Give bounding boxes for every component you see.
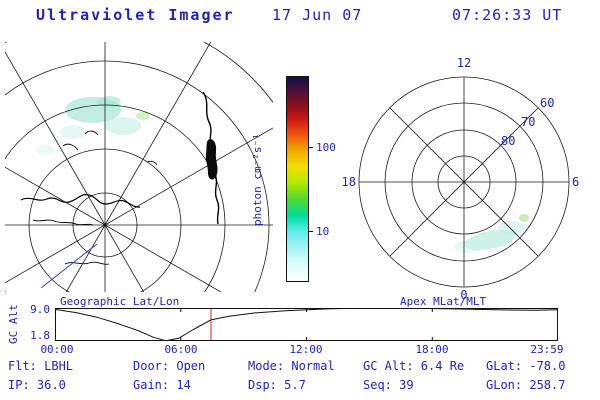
status-glat: GLat: -78.0 — [486, 359, 566, 373]
mlt-label-6: 6 — [572, 175, 579, 189]
mlat-ring-label-70: 70 — [521, 115, 535, 129]
xtick-0000: 00:00 — [40, 343, 74, 356]
mlat-ring-label-80: 80 — [501, 134, 515, 148]
status-gcalt: GC Alt: 6.4 Re — [363, 359, 465, 373]
status-door: Door: Open — [133, 359, 206, 373]
map-caption: Geographic Lat/Lon — [60, 295, 180, 308]
polar-aurora-patches — [454, 214, 529, 253]
xtick-2359: 23:59 — [530, 343, 564, 356]
gc-alt-curve — [55, 308, 558, 341]
aurora-patches — [36, 96, 150, 155]
colorbar-tickmark-100 — [308, 147, 313, 148]
colorbar-tickmark-10 — [308, 231, 313, 232]
mlat-ring-label-60: 60 — [540, 96, 554, 110]
status-gain: Gain: 14 — [133, 378, 191, 392]
chart-frame — [55, 308, 558, 341]
status-flt: Flt: LBHL — [8, 359, 74, 373]
colorbar-gradient — [286, 76, 309, 282]
gc-alt-ylabel: GC Alt — [7, 304, 20, 344]
page-title: Ultraviolet Imager — [36, 6, 235, 24]
gc-alt-ymax: 9.0 — [30, 303, 50, 316]
map-grid — [5, 42, 273, 292]
colorbar-tick-100: 100 — [316, 141, 336, 154]
status-glon: GLon: 258.7 — [486, 378, 566, 392]
gc-alt-ymin: 1.8 — [30, 329, 50, 342]
date-display: 17 Jun 07 — [272, 6, 363, 24]
geographic-map — [5, 42, 273, 292]
chart-axis-ticks — [180, 309, 433, 340]
xtick-0600: 06:00 — [164, 343, 198, 356]
colorbar-tick-10: 10 — [316, 225, 330, 238]
polar-caption: Apex MLat/MLT — [400, 295, 487, 308]
status-dsp: Dsp: 5.7 — [248, 378, 306, 392]
status-ip: IP: 36.0 — [8, 378, 66, 392]
time-display: 07:26:33 UT — [452, 6, 563, 24]
gc-alt-chart — [55, 308, 558, 341]
xtick-1800: 18:00 — [415, 343, 449, 356]
terminator-line — [40, 243, 98, 289]
status-seq: Seq: 39 — [363, 378, 414, 392]
apex-polar-plot: 12 18 6 0 60 70 80 — [342, 56, 580, 302]
mlt-label-0: 0 — [460, 288, 467, 302]
polar-grid — [358, 76, 570, 288]
xtick-1200: 12:00 — [289, 343, 323, 356]
status-mode: Mode: Normal — [248, 359, 335, 373]
mlt-label-18: 18 — [342, 175, 356, 189]
colorbar-label: photon cm⁻²s⁻¹ — [251, 133, 264, 227]
coastlines — [20, 91, 220, 265]
mlt-label-12: 12 — [457, 56, 471, 70]
